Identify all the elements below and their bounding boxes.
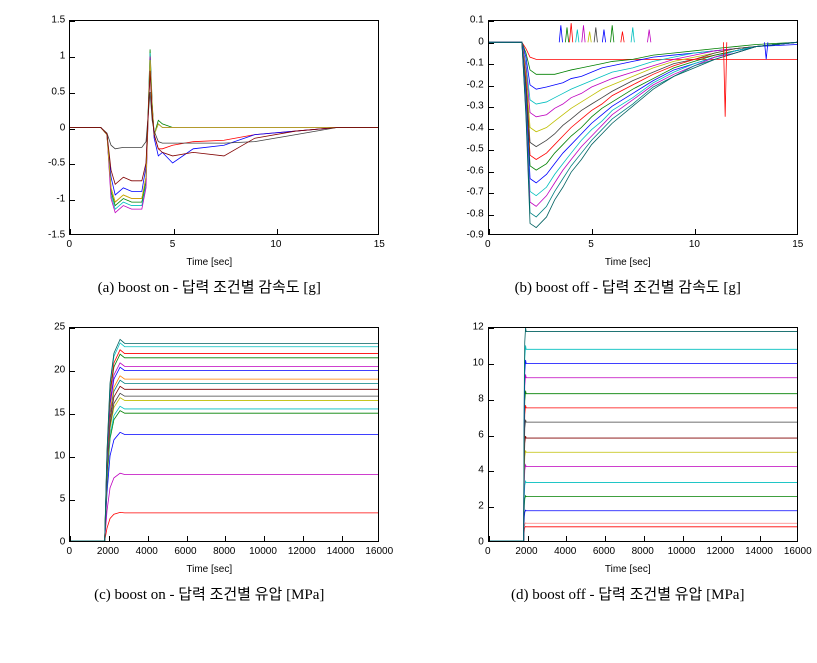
xtick-label: 2000	[515, 546, 537, 557]
xtick-label: 8000	[632, 546, 654, 557]
ytick-label: 10	[29, 451, 65, 462]
ytick-label: -0.1	[448, 58, 484, 69]
caption-b: (b) boost off - 답력 조건별 감속도 [g]	[515, 276, 741, 297]
caption-a: (a) boost on - 답력 조건별 감속도 [g]	[98, 276, 321, 297]
xtick-label: 14000	[327, 546, 355, 557]
panel-c: 0 5 10 15 20 25 0 2000 4000 6000 8000 10000 12000 140…	[10, 317, 409, 604]
xtick-label: 14000	[745, 546, 773, 557]
ytick-label: -0.2	[448, 79, 484, 90]
ytick-label: 6	[448, 429, 484, 440]
ytick-label: -0.3	[448, 101, 484, 112]
ytick-label: -0.7	[448, 187, 484, 198]
plot-c: 0 5 10 15 20 25 0 2000 4000 6000 8000 10000 12000 140…	[29, 317, 389, 577]
xtick-label: 6000	[593, 546, 615, 557]
plot-b: -0.9 -0.8 -0.7 -0.6 -0.5 -0.4 -0.3 -0.2 -0.1 0 0.1…	[448, 10, 808, 270]
plot-area	[488, 20, 798, 235]
xtick-label: 0	[66, 239, 72, 250]
ytick-label: 10	[448, 357, 484, 368]
ytick-label: 8	[448, 393, 484, 404]
ytick-label: 0	[448, 537, 484, 548]
ytick-label: 15	[29, 408, 65, 419]
xtick-label: 8000	[213, 546, 235, 557]
xtick-label: 12000	[288, 546, 316, 557]
xtick-label: 16000	[365, 546, 393, 557]
ytick-label: 5	[29, 494, 65, 505]
x-axis-label: Time [sec]	[448, 257, 808, 268]
caption-c: (c) boost on - 답력 조건별 유압 [MPa]	[94, 583, 324, 604]
ytick-label: 12	[448, 322, 484, 333]
ytick-label: 20	[29, 365, 65, 376]
ytick-label: 1.5	[29, 15, 65, 26]
panel-a: -1.5 -1 -0.5 0 0.5 1 1.5 0 5 10 15 Time [sec] (a) b…	[10, 10, 409, 297]
ytick-label: -0.5	[29, 158, 65, 169]
plot-d: 0 2 4 6 8 10 12 0 2000 4000 6000 8000 10000 12000 1400…	[448, 317, 808, 577]
xtick-label: 15	[792, 239, 803, 250]
ytick-label: 0.1	[448, 15, 484, 26]
xtick-label: 4000	[554, 546, 576, 557]
ytick-label: 4	[448, 465, 484, 476]
x-axis-label: Time [sec]	[29, 257, 389, 268]
ytick-label: 1	[29, 50, 65, 61]
xtick-label: 0	[485, 239, 491, 250]
ytick-label: -0.9	[448, 230, 484, 241]
xtick-label: 6000	[174, 546, 196, 557]
ytick-label: 25	[29, 322, 65, 333]
xtick-label: 5	[588, 239, 594, 250]
ytick-label: 0	[448, 36, 484, 47]
ytick-label: -1	[29, 194, 65, 205]
ytick-label: 2	[448, 501, 484, 512]
ytick-label: -0.4	[448, 122, 484, 133]
panel-d: 0 2 4 6 8 10 12 0 2000 4000 6000 8000 10000 12000 1400…	[429, 317, 817, 604]
xtick-label: 10	[689, 239, 700, 250]
plot-a: -1.5 -1 -0.5 0 0.5 1 1.5 0 5 10 15 Time [sec]	[29, 10, 389, 270]
xtick-label: 16000	[784, 546, 812, 557]
ytick-label: -1.5	[29, 230, 65, 241]
x-axis-label: Time [sec]	[448, 564, 808, 575]
xtick-label: 0	[66, 546, 72, 557]
xtick-label: 2000	[97, 546, 119, 557]
plot-area	[69, 20, 379, 235]
caption-d: (d) boost off - 답력 조건별 유압 [MPa]	[511, 583, 744, 604]
xtick-label: 4000	[136, 546, 158, 557]
ytick-label: -0.6	[448, 165, 484, 176]
xtick-label: 10000	[249, 546, 277, 557]
xtick-label: 5	[170, 239, 176, 250]
ytick-label: 0.5	[29, 86, 65, 97]
ytick-label: -0.8	[448, 208, 484, 219]
ytick-label: 0	[29, 537, 65, 548]
panel-b: -0.9 -0.8 -0.7 -0.6 -0.5 -0.4 -0.3 -0.2 -0.1 0 0.1…	[429, 10, 817, 297]
plot-area	[488, 327, 798, 542]
xtick-label: 12000	[706, 546, 734, 557]
plot-area	[69, 327, 379, 542]
xtick-label: 0	[485, 546, 491, 557]
figure-grid: -1.5 -1 -0.5 0 0.5 1 1.5 0 5 10 15 Time [sec] (a) b…	[10, 10, 817, 604]
xtick-label: 10000	[668, 546, 696, 557]
x-axis-label: Time [sec]	[29, 564, 389, 575]
ytick-label: 0	[29, 122, 65, 133]
xtick-label: 10	[270, 239, 281, 250]
xtick-label: 15	[374, 239, 385, 250]
ytick-label: -0.5	[448, 144, 484, 155]
